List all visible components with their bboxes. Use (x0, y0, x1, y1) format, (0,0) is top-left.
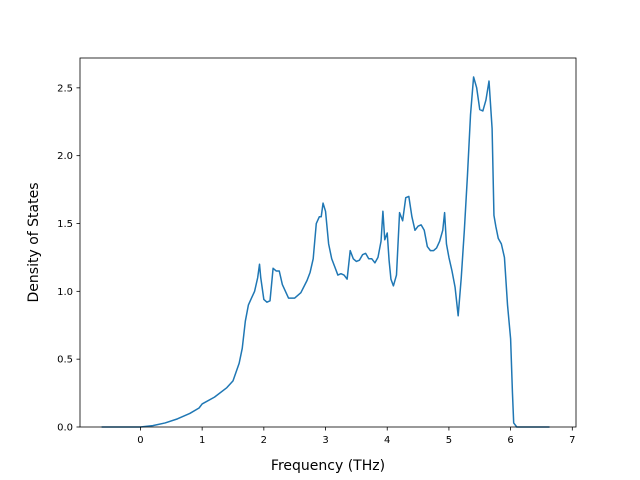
x-tick-label: 6 (507, 435, 513, 446)
y-tick-label: 1.0 (57, 287, 73, 298)
dos-series-line (101, 76, 550, 428)
x-axis-ticks: 0 1 2 3 4 5 6 7 (137, 427, 575, 446)
y-tick-label: 2.5 (57, 83, 73, 94)
x-tick-label: 2 (261, 435, 267, 446)
y-tick-label: 0.5 (57, 355, 73, 366)
x-tick-label: 5 (446, 435, 452, 446)
axes-frame (79, 57, 577, 428)
y-axis-ticks: 0.0 0.5 1.0 1.5 2.0 2.5 (57, 83, 80, 434)
x-tick-label: 7 (569, 435, 575, 446)
y-tick-label: 0.0 (57, 423, 73, 434)
y-tick-label: 2.0 (57, 151, 73, 162)
x-tick-label: 4 (384, 435, 390, 446)
plot-area (101, 76, 550, 428)
x-tick-label: 0 (137, 435, 143, 446)
y-tick-label: 1.5 (57, 219, 73, 230)
y-axis-label: Density of States (26, 183, 42, 303)
x-tick-label: 1 (199, 435, 205, 446)
x-tick-label: 3 (322, 435, 328, 446)
x-axis-label: Frequency (THz) (271, 458, 385, 474)
